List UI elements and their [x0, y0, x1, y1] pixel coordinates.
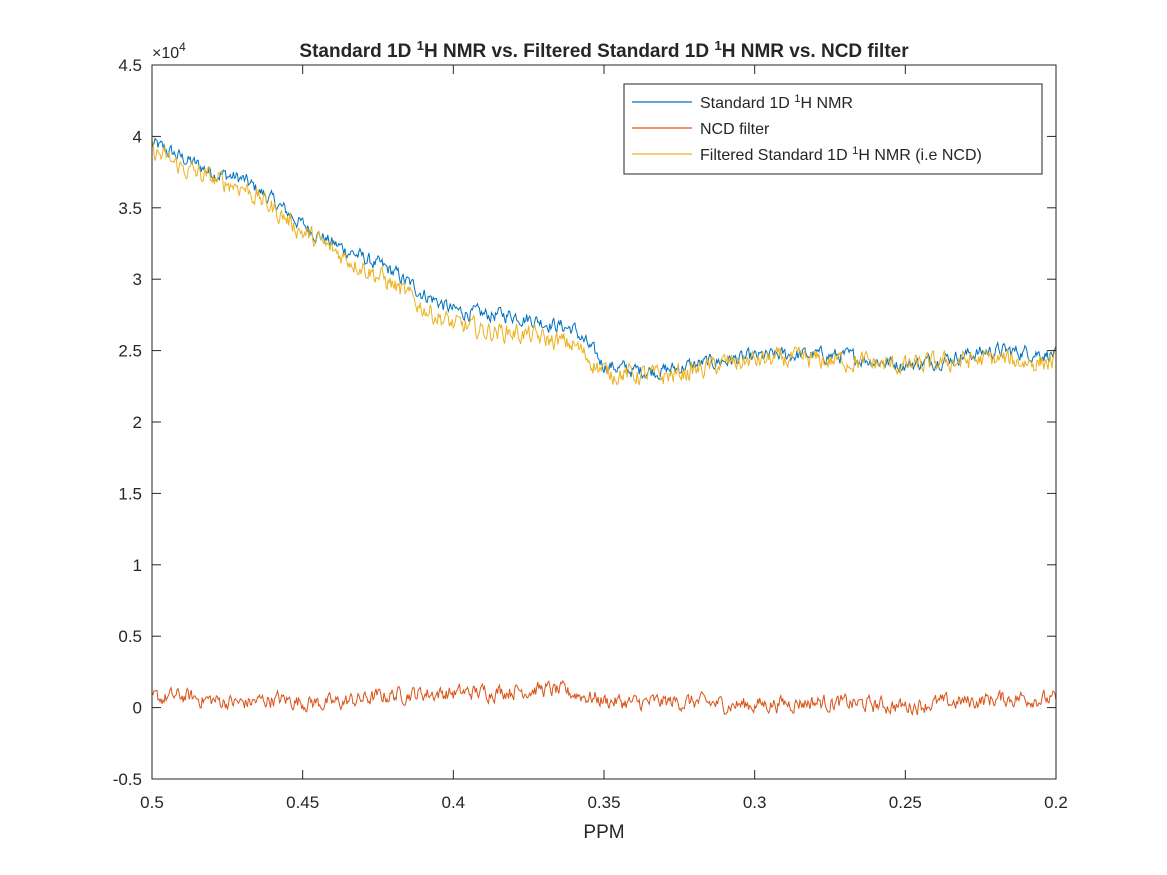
x-tick-label: 0.35: [587, 793, 620, 812]
y-tick-label: 0: [133, 699, 142, 718]
y-tick-label: 3.5: [118, 199, 142, 218]
x-tick-label: 0.2: [1044, 793, 1068, 812]
x-tick-label: 0.25: [889, 793, 922, 812]
series-layer: [152, 137, 1056, 716]
series-line-2: [152, 679, 1056, 716]
legend: Standard 1D 1H NMR NCD filter Filtered Sta…: [623, 83, 1043, 175]
chart-title: Standard 1D 1H NMR vs. Filtered Standard…: [299, 38, 909, 63]
x-tick-label: 0.4: [442, 793, 466, 812]
y-tick-label: 2.5: [118, 342, 142, 361]
y-tick-label: 3: [133, 270, 142, 289]
x-axis: 0.5 0.45 0.4 0.35 0.3 0.25 0.2: [140, 65, 1068, 812]
y-exponent-label: ×104: [152, 40, 186, 62]
y-tick-label: 4.5: [118, 56, 142, 75]
series-line-1: [152, 137, 1056, 381]
x-tick-label: 0.5: [140, 793, 164, 812]
legend-box: [623, 83, 1043, 175]
y-tick-label: -0.5: [113, 770, 142, 789]
y-tick-label: 1.5: [118, 484, 142, 503]
y-axis: -0.5 0 0.5 1 1.5 2 2.5 3 3.5 4 4.5: [113, 56, 1056, 789]
legend-label: Standard 1D 1H NMR: [700, 93, 853, 112]
y-tick-label: 0.5: [118, 627, 142, 646]
x-tick-label: 0.45: [286, 793, 319, 812]
y-tick-label: 4: [133, 127, 142, 146]
legend-label: NCD filter: [700, 121, 770, 138]
legend-label: Filtered Standard 1D 1H NMR (i.e NCD): [700, 145, 982, 164]
x-tick-label: 0.3: [743, 793, 767, 812]
y-tick-label: 2: [133, 413, 142, 432]
series-line-3: [152, 141, 1056, 386]
x-axis-label: PPM: [583, 822, 624, 843]
plot-background: [152, 65, 1056, 779]
y-tick-label: 1: [133, 556, 142, 575]
